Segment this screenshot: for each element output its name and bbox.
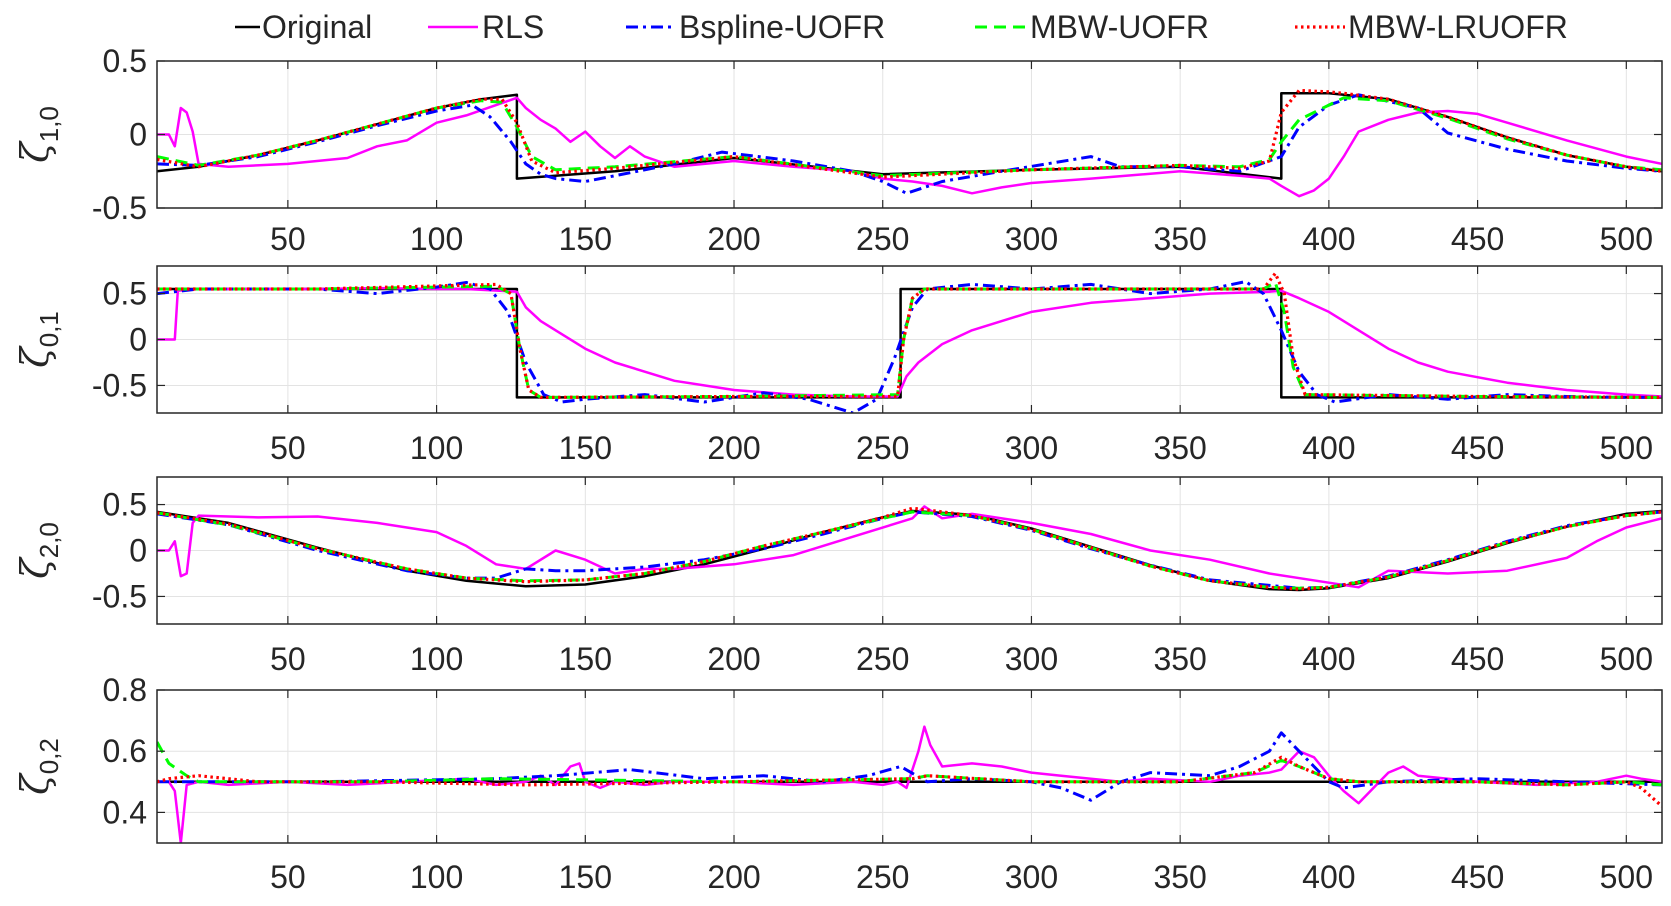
x-tick-label: 350 bbox=[1153, 430, 1206, 466]
x-tick-label: 350 bbox=[1153, 221, 1206, 257]
x-tick-label: 200 bbox=[707, 430, 760, 466]
series-line-bspline-uofr bbox=[157, 731, 1662, 802]
series-group bbox=[157, 505, 1662, 592]
x-tick-label: 450 bbox=[1451, 221, 1504, 257]
x-tick-label: 400 bbox=[1302, 430, 1355, 466]
y-tick-label: 0.8 bbox=[103, 672, 147, 708]
y-axis-label: ζ0,2 bbox=[13, 738, 64, 795]
series-line-mbw-lruofr bbox=[157, 271, 1662, 399]
x-tick-label: 50 bbox=[270, 430, 306, 466]
x-tick-label: 400 bbox=[1302, 859, 1355, 895]
x-tick-label: 300 bbox=[1005, 641, 1058, 677]
series-group bbox=[157, 88, 1662, 198]
legend-label-rls: RLS bbox=[482, 9, 544, 45]
series-line-mbw-uofr bbox=[157, 510, 1662, 590]
legend-label-mbw-lruofr: MBW-LRUOFR bbox=[1348, 9, 1568, 45]
y-axis-label: ζ1,0 bbox=[13, 106, 64, 163]
x-tick-label: 500 bbox=[1600, 641, 1653, 677]
x-tick-label: 300 bbox=[1005, 221, 1058, 257]
series-group bbox=[157, 725, 1662, 843]
x-tick-label: 100 bbox=[410, 859, 463, 895]
y-tick-label: 0.5 bbox=[103, 487, 147, 523]
y-axis-label: ζ0,1 bbox=[13, 311, 64, 368]
x-tick-label: 350 bbox=[1153, 641, 1206, 677]
subplot-1: 50 100 150 200 250 300 350 400 450 500 -0.5 0 0.5 ζ1,… bbox=[13, 43, 1663, 257]
x-tick-label: 50 bbox=[270, 221, 306, 257]
x-tick-label: 150 bbox=[559, 859, 612, 895]
y-tick-label: 0 bbox=[129, 117, 147, 153]
x-tick-label: 250 bbox=[856, 859, 909, 895]
series-line-mbw-lruofr bbox=[157, 506, 1662, 591]
y-tick-label: 0.6 bbox=[103, 733, 147, 769]
x-tick-label: 400 bbox=[1302, 221, 1355, 257]
subplot-3: 50 100 150 200 250 300 350 400 450 500 -0.5 0 0.5 ζ2,… bbox=[13, 476, 1663, 677]
series-group bbox=[157, 271, 1662, 413]
x-tick-label: 500 bbox=[1600, 221, 1653, 257]
x-tick-label: 200 bbox=[707, 641, 760, 677]
axes-box bbox=[156, 689, 1663, 844]
series-line-bspline-uofr bbox=[157, 280, 1662, 413]
x-tick-label: 250 bbox=[856, 641, 909, 677]
x-tick-label: 200 bbox=[707, 859, 760, 895]
y-tick-label: 0 bbox=[129, 533, 147, 569]
x-tick-label: 150 bbox=[559, 221, 612, 257]
subplots: 50 100 150 200 250 300 350 400 450 500-0.500.5ζ1,… bbox=[13, 43, 1663, 895]
legend: Original RLS Bspline-UOFR MBW-UOFR MBW-L… bbox=[235, 9, 1568, 45]
y-tick-label: -0.5 bbox=[92, 367, 147, 403]
x-tick-label: 50 bbox=[270, 859, 306, 895]
y-tick-label: 0 bbox=[129, 322, 147, 358]
legend-label-mbw-uofr: MBW-UOFR bbox=[1030, 9, 1209, 45]
y-tick-label: 0.5 bbox=[103, 276, 147, 312]
y-tick-label: 0.5 bbox=[103, 43, 147, 79]
x-tick-label: 100 bbox=[410, 641, 463, 677]
x-tick-label: 300 bbox=[1005, 430, 1058, 466]
y-axis-label: ζ2,0 bbox=[13, 522, 64, 579]
y-tick-label: 0.4 bbox=[103, 794, 147, 830]
subplot-2: 50 100 150 200 250 300 350 400 450 500 -0.5 0 0.5 ζ0,… bbox=[13, 265, 1663, 466]
x-tick-label: 500 bbox=[1600, 430, 1653, 466]
x-tick-label: 450 bbox=[1451, 641, 1504, 677]
x-tick-label: 400 bbox=[1302, 641, 1355, 677]
x-tick-label: 200 bbox=[707, 221, 760, 257]
x-tick-label: 300 bbox=[1005, 859, 1058, 895]
x-tick-label: 500 bbox=[1600, 859, 1653, 895]
legend-label-bspline-uofr: Bspline-UOFR bbox=[679, 9, 885, 45]
x-tick-label: 150 bbox=[559, 430, 612, 466]
series-line-mbw-uofr bbox=[157, 741, 1662, 787]
y-tick-label: -0.5 bbox=[92, 190, 147, 226]
series-line-mbw-lruofr bbox=[157, 88, 1662, 179]
series-line-mbw-uofr bbox=[157, 281, 1662, 399]
x-tick-label: 100 bbox=[410, 430, 463, 466]
y-tick-label: -0.5 bbox=[92, 578, 147, 614]
x-tick-label: 250 bbox=[856, 430, 909, 466]
x-tick-label: 100 bbox=[410, 221, 463, 257]
x-tick-label: 250 bbox=[856, 221, 909, 257]
plot-area bbox=[157, 690, 1662, 843]
legend-label-original: Original bbox=[262, 9, 372, 45]
x-tick-label: 450 bbox=[1451, 859, 1504, 895]
x-tick-label: 150 bbox=[559, 641, 612, 677]
subplot-4: 50 100 150 200 250 300 350 400 450 500 0.4 0.6 0.8 ζ0… bbox=[13, 672, 1663, 895]
x-tick-label: 50 bbox=[270, 641, 306, 677]
series-line-rls bbox=[157, 96, 1662, 198]
x-tick-label: 350 bbox=[1153, 859, 1206, 895]
x-tick-label: 450 bbox=[1451, 430, 1504, 466]
